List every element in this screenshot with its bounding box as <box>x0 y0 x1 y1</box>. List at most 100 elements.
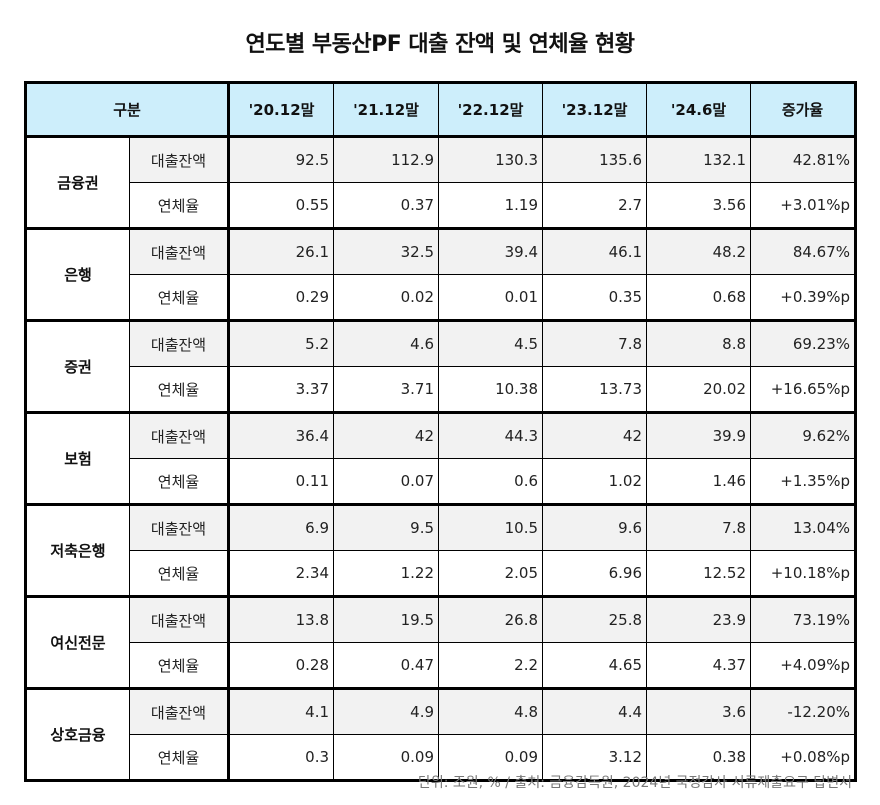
group-name: 금융권 <box>24 136 130 230</box>
value-cell: 4.6 <box>333 320 440 367</box>
row-label-delinquency-rate: 연체율 <box>128 642 231 690</box>
row-label-delinquency-rate: 연체율 <box>128 366 231 414</box>
growth-cell: +0.39%p <box>750 274 858 322</box>
value-cell: 4.1 <box>228 688 335 735</box>
value-cell: 3.56 <box>646 182 752 230</box>
value-cell: 0.01 <box>438 274 544 322</box>
value-cell: 132.1 <box>646 136 752 183</box>
value-cell: 0.11 <box>228 458 335 506</box>
value-cell: 112.9 <box>333 136 440 183</box>
table-row: 연체율 3.37 3.71 10.38 13.73 20.02 +16.65%p <box>26 366 858 414</box>
value-cell: 0.09 <box>333 734 440 782</box>
table-row: 연체율 0.11 0.07 0.6 1.02 1.46 +1.35%p <box>26 458 858 506</box>
header-col-2023: '23.12말 <box>542 81 648 138</box>
row-label-loan-balance: 대출잔액 <box>128 136 231 183</box>
value-cell: 0.47 <box>333 642 440 690</box>
value-cell: 2.2 <box>438 642 544 690</box>
growth-cell: 84.67% <box>750 228 858 275</box>
row-label-delinquency-rate: 연체율 <box>128 734 231 782</box>
growth-cell: +16.65%p <box>750 366 858 414</box>
value-cell: 2.7 <box>542 182 648 230</box>
value-cell: 42 <box>333 412 440 459</box>
value-cell: 0.28 <box>228 642 335 690</box>
header-col-2021: '21.12말 <box>333 81 440 138</box>
table-row: 연체율 0.55 0.37 1.19 2.7 3.56 +3.01%p <box>26 182 858 230</box>
row-label-loan-balance: 대출잔액 <box>128 688 231 735</box>
row-label-loan-balance: 대출잔액 <box>128 320 231 367</box>
growth-cell: +0.08%p <box>750 734 858 782</box>
source-note: 단위: 조원, % / 출처: 금융감독원, 2024년 국정감사 서류제출요구… <box>417 775 852 791</box>
table-row: 증권 대출잔액 5.2 4.6 4.5 7.8 8.8 69.23% <box>24 320 858 414</box>
value-cell: 0.35 <box>542 274 648 322</box>
row-label-delinquency-rate: 연체율 <box>128 550 231 598</box>
value-cell: 23.9 <box>646 596 752 643</box>
growth-cell: +1.35%p <box>750 458 858 506</box>
page-title: 연도별 부동산PF 대출 잔액 및 연체율 현황 <box>245 32 635 57</box>
value-cell: 8.8 <box>646 320 752 367</box>
value-cell: 4.65 <box>542 642 648 690</box>
table-row: 연체율 0.28 0.47 2.2 4.65 4.37 +4.09%p <box>26 642 858 690</box>
header-col-2024: '24.6말 <box>646 81 752 138</box>
table-row: 연체율 0.29 0.02 0.01 0.35 0.68 +0.39%p <box>26 274 858 322</box>
value-cell: 44.3 <box>438 412 544 459</box>
value-cell: 48.2 <box>646 228 752 275</box>
growth-cell: -12.20% <box>750 688 858 735</box>
value-cell: 5.2 <box>228 320 335 367</box>
growth-cell: 9.62% <box>750 412 858 459</box>
value-cell: 1.02 <box>542 458 648 506</box>
value-cell: 10.5 <box>438 504 544 551</box>
growth-cell: +4.09%p <box>750 642 858 690</box>
group-name: 은행 <box>24 228 130 322</box>
value-cell: 26.8 <box>438 596 544 643</box>
header-col-growth: 증가율 <box>750 81 858 138</box>
value-cell: 42 <box>542 412 648 459</box>
value-cell: 4.9 <box>333 688 440 735</box>
value-cell: 25.8 <box>542 596 648 643</box>
value-cell: 4.5 <box>438 320 544 367</box>
value-cell: 0.3 <box>228 734 335 782</box>
row-label-delinquency-rate: 연체율 <box>128 274 231 322</box>
value-cell: 4.8 <box>438 688 544 735</box>
value-cell: 10.38 <box>438 366 544 414</box>
group-name: 여신전문 <box>24 596 130 690</box>
value-cell: 9.6 <box>542 504 648 551</box>
value-cell: 0.6 <box>438 458 544 506</box>
value-cell: 0.02 <box>333 274 440 322</box>
value-cell: 19.5 <box>333 596 440 643</box>
growth-cell: 13.04% <box>750 504 858 551</box>
header-col-2022: '22.12말 <box>438 81 544 138</box>
header-category: 구분 <box>23 81 231 138</box>
value-cell: 9.5 <box>333 504 440 551</box>
table-row: 여신전문 대출잔액 13.8 19.5 26.8 25.8 23.9 73.19% <box>24 596 858 690</box>
value-cell: 92.5 <box>228 136 335 183</box>
table-row: 연체율 0.3 0.09 0.09 3.12 0.38 +0.08%p <box>26 734 858 782</box>
growth-cell: 73.19% <box>750 596 858 643</box>
value-cell: 39.4 <box>438 228 544 275</box>
value-cell: 6.96 <box>542 550 648 598</box>
table-row: 보험 대출잔액 36.4 42 44.3 42 39.9 9.62% <box>24 412 858 506</box>
value-cell: 0.55 <box>228 182 335 230</box>
table-row: 상호금융 대출잔액 4.1 4.9 4.8 4.4 3.6 -12.20% <box>24 688 858 782</box>
growth-cell: +3.01%p <box>750 182 858 230</box>
growth-cell: 42.81% <box>750 136 858 183</box>
table-row: 저축은행 대출잔액 6.9 9.5 10.5 9.6 7.8 13.04% <box>24 504 858 598</box>
value-cell: 0.07 <box>333 458 440 506</box>
value-cell: 0.68 <box>646 274 752 322</box>
value-cell: 0.09 <box>438 734 544 782</box>
value-cell: 1.19 <box>438 182 544 230</box>
value-cell: 26.1 <box>228 228 335 275</box>
value-cell: 32.5 <box>333 228 440 275</box>
value-cell: 2.05 <box>438 550 544 598</box>
value-cell: 1.46 <box>646 458 752 506</box>
header-col-2020: '20.12말 <box>228 81 335 138</box>
value-cell: 6.9 <box>228 504 335 551</box>
value-cell: 7.8 <box>542 320 648 367</box>
row-label-loan-balance: 대출잔액 <box>128 504 231 551</box>
pf-loan-table: 구분 '20.12말 '21.12말 '22.12말 '23.12말 '24.6… <box>23 81 858 782</box>
group-name: 증권 <box>24 320 130 414</box>
value-cell: 13.8 <box>228 596 335 643</box>
value-cell: 12.52 <box>646 550 752 598</box>
value-cell: 130.3 <box>438 136 544 183</box>
value-cell: 4.37 <box>646 642 752 690</box>
growth-cell: 69.23% <box>750 320 858 367</box>
